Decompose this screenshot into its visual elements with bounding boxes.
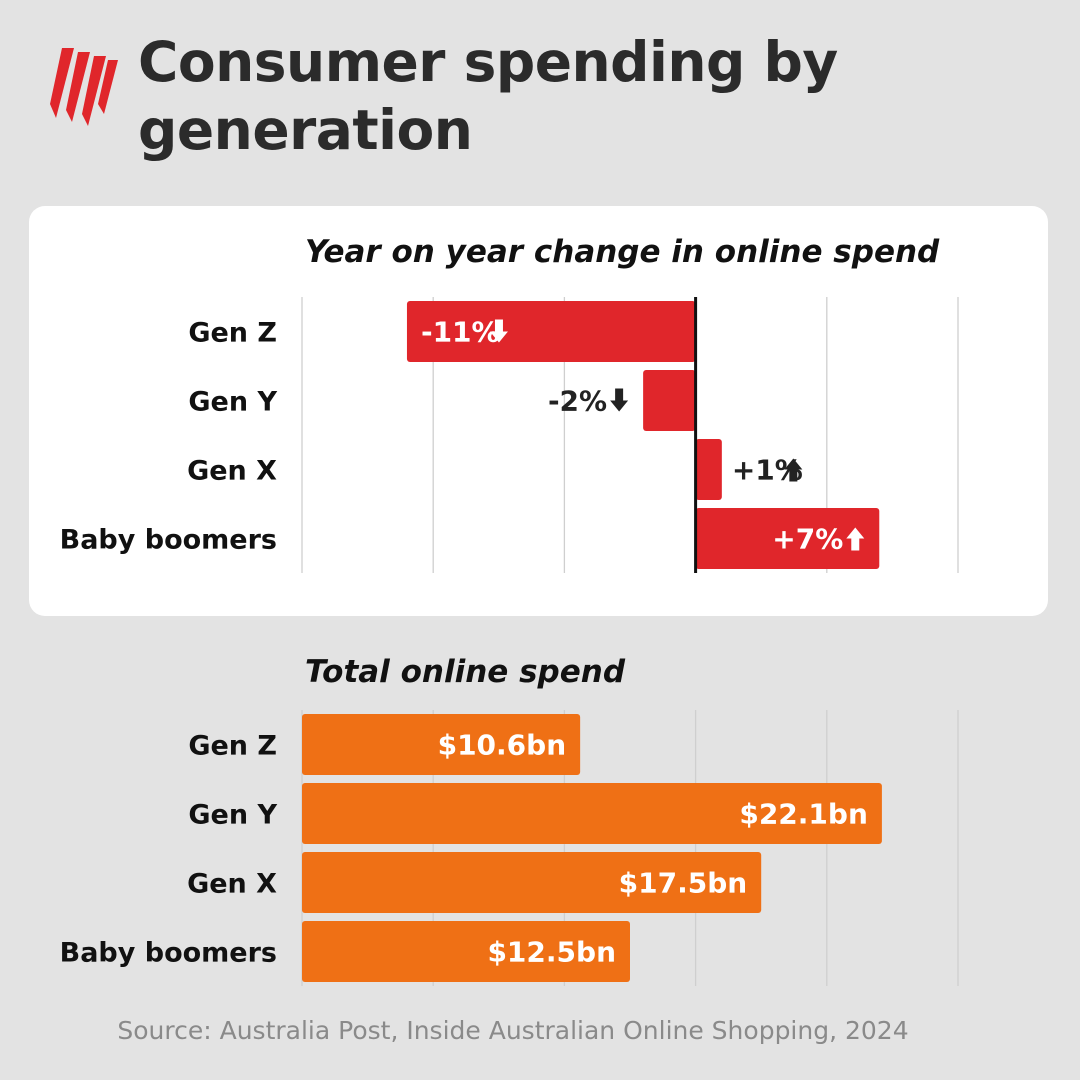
yoy-chart-title: Year on year change in online spend bbox=[305, 234, 940, 270]
total-chart-title: Total online spend bbox=[305, 654, 626, 690]
bar-group-baby-boomers: Baby boomers $12.5bn bbox=[60, 921, 630, 982]
category-label: Gen Y bbox=[188, 800, 277, 831]
data-label: $22.1bn bbox=[739, 798, 868, 831]
data-label: $10.6bn bbox=[438, 729, 567, 762]
page-title: Consumer spending by generation bbox=[138, 30, 838, 162]
sbs-logo bbox=[50, 48, 118, 126]
bar-group-gen-z: Gen Z $10.6bn bbox=[188, 714, 581, 775]
category-label: Baby boomers bbox=[60, 938, 277, 969]
source-note: Source: Australia Post, Inside Australia… bbox=[117, 1016, 909, 1045]
bar-group-gen-y: Gen Y $22.1bn bbox=[188, 783, 882, 844]
data-label: $17.5bn bbox=[619, 867, 748, 900]
data-label: $12.5bn bbox=[487, 936, 616, 969]
category-label: Gen Z bbox=[188, 731, 277, 762]
bar-group-gen-x: Gen X $17.5bn bbox=[187, 852, 762, 913]
bar-gen-z bbox=[302, 714, 581, 775]
grid-lines bbox=[301, 710, 959, 986]
bar-gen-x bbox=[302, 852, 762, 913]
bar-baby-boomers bbox=[302, 921, 630, 982]
category-label: Gen X bbox=[187, 869, 277, 900]
bar-gen-y bbox=[302, 783, 882, 844]
